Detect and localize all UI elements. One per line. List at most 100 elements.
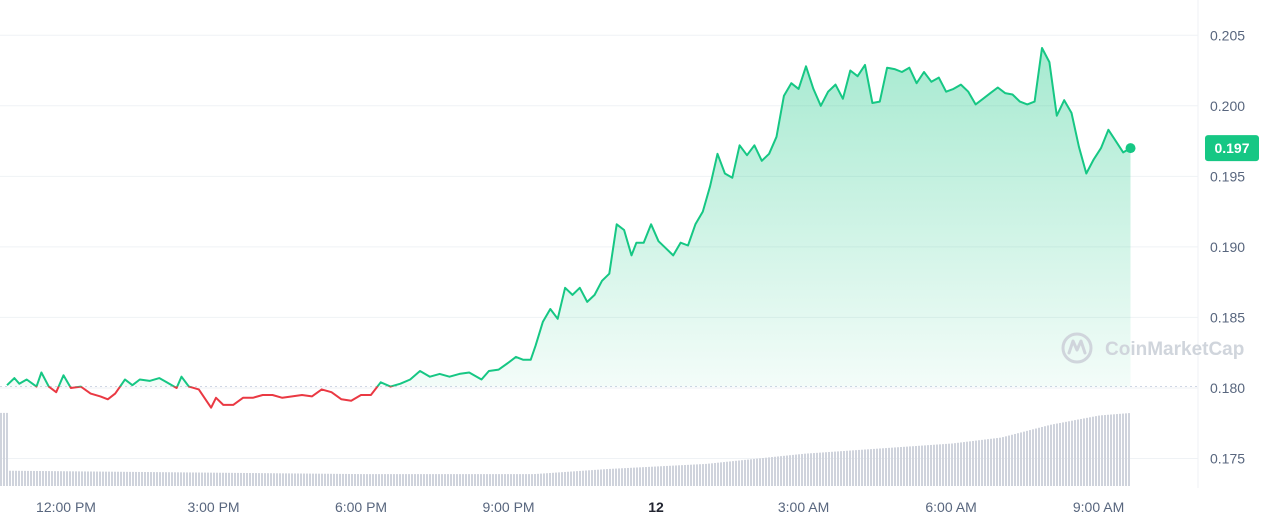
volume-bar [798, 454, 800, 486]
volume-bar [459, 474, 461, 486]
x-axis: 12:00 PM 3:00 PM 6:00 PM 9:00 PM 12 3:00 AM 6:… [36, 499, 1124, 515]
volume-bar [165, 472, 167, 486]
volume-bar [285, 473, 287, 486]
volume-bar [270, 473, 272, 486]
volume-bar [462, 474, 464, 486]
volume-bar [123, 471, 125, 486]
volume-bar [837, 451, 839, 486]
volume-bar [237, 472, 239, 486]
volume-bar [996, 438, 998, 486]
volume-bar [1113, 414, 1115, 486]
volume-bar [507, 474, 509, 486]
volume-bar [843, 450, 845, 486]
volume-bar [693, 464, 695, 486]
volume-bar [1035, 428, 1037, 486]
volume-bar [732, 461, 734, 486]
volume-bar [804, 453, 806, 486]
volume-bar [1110, 414, 1112, 486]
volume-bar [675, 465, 677, 486]
volume-bar [342, 473, 344, 486]
volume-bar [408, 474, 410, 486]
volume-bar [267, 473, 269, 486]
volume-bar [588, 470, 590, 486]
volume-bar [276, 473, 278, 486]
volume-bar [978, 440, 980, 486]
volume-bar [555, 472, 557, 486]
volume-bar [597, 469, 599, 486]
volume-bar [1080, 418, 1082, 486]
volume-bar [87, 471, 89, 486]
volume-bar [777, 456, 779, 486]
volume-bar [891, 447, 893, 486]
volume-bar [915, 445, 917, 486]
volume-bar [102, 471, 104, 486]
volume-bar [840, 451, 842, 486]
volume-bar [171, 472, 173, 486]
volume-bar [423, 474, 425, 486]
volume-bar [51, 471, 53, 486]
volume-bar [936, 444, 938, 486]
volume-bar [585, 470, 587, 486]
volume-bar [981, 439, 983, 486]
volume-bar [618, 468, 620, 486]
volume-bar [336, 473, 338, 486]
volume-bar [786, 455, 788, 486]
volume-bar [648, 466, 650, 486]
volume-bar [168, 472, 170, 486]
volume-bar [525, 474, 527, 486]
volume-bar [24, 470, 26, 486]
volume-bar [474, 474, 476, 486]
volume-bar [246, 472, 248, 486]
volume-bar [729, 461, 731, 486]
volume-bar [762, 458, 764, 486]
volume-bar [990, 438, 992, 486]
volume-bar [183, 472, 185, 486]
volume-bar [609, 468, 611, 486]
volume-bar [939, 444, 941, 486]
volume-bar [954, 443, 956, 486]
x-tick-label: 6:00 PM [335, 499, 387, 515]
volume-bar [765, 457, 767, 486]
volume-bar [717, 462, 719, 486]
volume-bar [405, 474, 407, 486]
volume-bar [570, 471, 572, 486]
volume-bar [531, 474, 533, 486]
volume-bar [654, 466, 656, 486]
volume-bar [516, 474, 518, 486]
volume-bar [33, 470, 35, 486]
volume-bar [1041, 426, 1043, 486]
volume-bar [318, 473, 320, 486]
volume-bar [645, 467, 647, 486]
volume-bar [192, 472, 194, 486]
volume-bar [207, 472, 209, 486]
volume-bar [435, 474, 437, 486]
volume-bar [603, 469, 605, 486]
volume-bar [384, 474, 386, 486]
volume-bar [372, 474, 374, 486]
volume-bar [600, 469, 602, 486]
price-area-fill [7, 48, 1131, 387]
volume-bar [774, 456, 776, 486]
volume-bar [741, 460, 743, 486]
volume-bar [1050, 424, 1052, 486]
volume-bar [333, 473, 335, 486]
volume-bar [294, 473, 296, 486]
volume-bar [735, 460, 737, 486]
volume-bar [228, 472, 230, 486]
volume-bar [306, 473, 308, 486]
volume-bar [369, 474, 371, 486]
volume-bar [543, 473, 545, 486]
volume-bar [291, 473, 293, 486]
volume-bar [357, 474, 359, 486]
volume-bar [378, 474, 380, 486]
volume-bar [324, 473, 326, 486]
volume-bar [849, 450, 851, 486]
y-tick-label: 0.185 [1210, 309, 1245, 325]
volume-bar [879, 448, 881, 486]
x-tick-label: 12:00 PM [36, 499, 96, 515]
volume-bar [948, 443, 950, 486]
volume-bar [201, 472, 203, 486]
volume-bar [903, 446, 905, 486]
volume-bar [138, 471, 140, 486]
volume-bar [174, 472, 176, 486]
